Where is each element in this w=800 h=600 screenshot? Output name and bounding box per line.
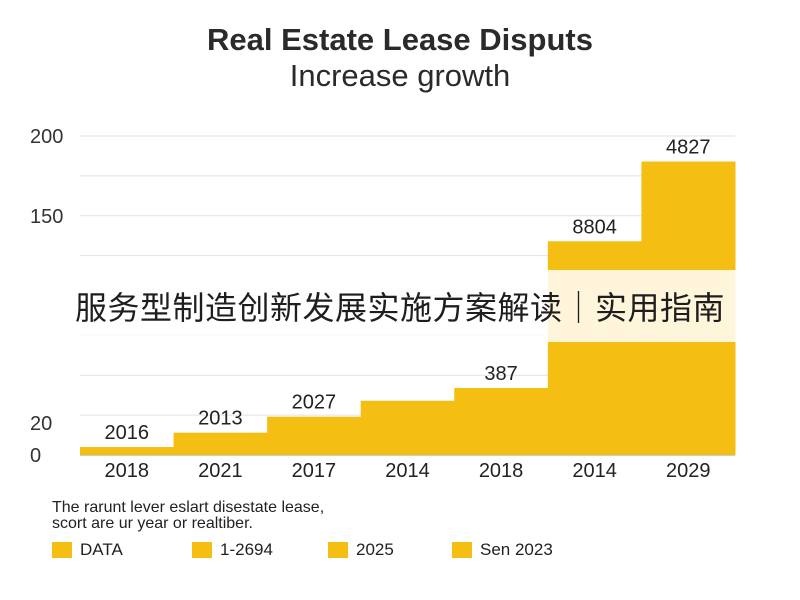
x-tick-label: 2014: [385, 460, 430, 482]
data-label: 2016: [105, 422, 150, 444]
legend-label: 1-2694: [220, 540, 273, 559]
data-label: 2027: [292, 392, 337, 414]
legend-label: 2025: [356, 540, 394, 559]
legend-label: DATA: [80, 540, 123, 559]
chart-title: Real Estate Lease Disputs: [207, 22, 593, 57]
overlay-banner: 服务型制造创新发展实施方案解读｜实用指南: [0, 270, 800, 342]
legend-item: Sen 2023: [452, 540, 553, 560]
x-tick-label: 2029: [666, 460, 711, 482]
legend-swatch: [452, 542, 472, 558]
legend-item: 1-2694: [192, 540, 273, 560]
x-tick-label: 2018: [479, 460, 524, 482]
y-tick-label: 200: [30, 126, 63, 148]
legend-swatch: [192, 542, 212, 558]
bar: [173, 432, 268, 455]
legend-item: 2025: [328, 540, 394, 560]
data-label: 4827: [666, 137, 711, 159]
bar: [360, 400, 455, 455]
y-tick-label: 0: [30, 445, 41, 467]
overlay-banner-text: 服务型制造创新发展实施方案解读｜实用指南: [74, 289, 725, 327]
data-labels: 2016 2013 2027 387 8804 4827: [105, 137, 711, 445]
x-tick-label: 2021: [198, 460, 243, 482]
x-tick-label: 2018: [105, 460, 150, 482]
legend: DATA 1-2694 2025 Sen 2023: [52, 540, 772, 564]
chart-note: The rarunt lever eslart disestate lease,…: [52, 500, 472, 532]
chart-note-line: The rarunt lever eslart disestate lease,: [52, 499, 325, 516]
data-label: 387: [484, 363, 517, 385]
chart-note-line: scort are ur year or realtiber.: [52, 515, 253, 532]
y-tick-label: 20: [30, 413, 52, 435]
x-tick-label: 2017: [292, 460, 337, 482]
legend-swatch: [328, 542, 348, 558]
bar-chart: 2016 2013 2027 387 8804 4827 0 20 150 200 2018 202…: [30, 126, 736, 482]
bar: [267, 416, 362, 455]
legend-item: DATA: [52, 540, 123, 560]
x-tick-label: 2014: [572, 460, 617, 482]
data-label: 2013: [198, 408, 243, 430]
chart-subtitle: Increase growth: [289, 58, 511, 93]
axis-ticks: 0 20 150 200 2018 2021 2017 2014 2018 2014 2029: [30, 126, 710, 482]
legend-swatch: [52, 542, 72, 558]
title-block: Real Estate Lease Disputs Increase growt…: [0, 22, 800, 94]
bar: [80, 447, 175, 455]
bar: [454, 388, 549, 455]
legend-label: Sen 2023: [480, 540, 553, 559]
y-tick-label: 150: [30, 206, 63, 228]
data-label: 8804: [572, 216, 617, 238]
